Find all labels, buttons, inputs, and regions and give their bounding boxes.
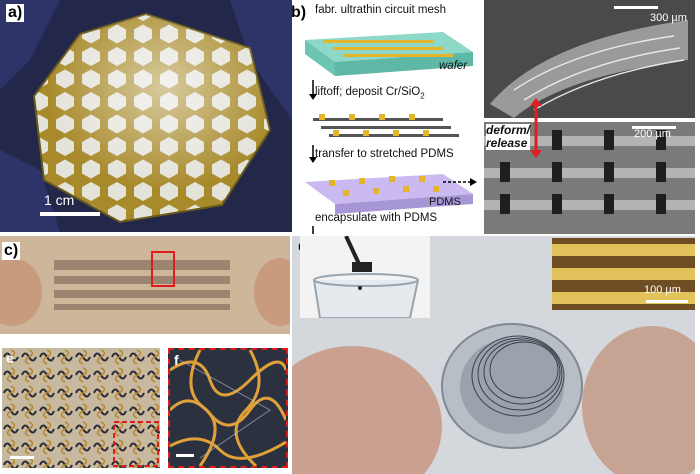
step-2-subscript: 2 (420, 91, 425, 101)
layer-wafer-label: wafer (439, 60, 468, 72)
step-2-main: liftoff; deposit Cr/SiO (315, 86, 421, 98)
panel-a-scale-label: 1 cm (44, 192, 75, 208)
panel-d-beaker-inset (300, 236, 430, 318)
deform-release-label: deform/ release (486, 123, 531, 150)
step-2-text: liftoff; deposit Cr/SiO2 (315, 86, 425, 100)
panel-f-photo: f (168, 348, 288, 468)
step-1-text: fabr. ultrathin circuit mesh (315, 4, 447, 16)
step-3-text: transfer to stretched PDMS (315, 148, 454, 160)
panel-c-label: c) (2, 242, 21, 260)
sem-top-scale-label: 300 µm (650, 12, 687, 24)
panel-a-photo: a) 1 cm (0, 0, 292, 232)
panel-b-label: b) (291, 4, 307, 21)
panel-b-schematic: b) fabr. ultrathin circuit mesh wafer li… (291, 0, 483, 236)
panel-e-label: e (6, 350, 14, 366)
panel-d-micrograph-inset: 100 µm (552, 238, 695, 310)
sem-image-top: 300 µm (484, 0, 695, 118)
layer-pdms-label: PDMS (429, 196, 461, 208)
panel-a-label: a) (6, 4, 25, 22)
sem-image-bottom: 200 µm (484, 122, 695, 234)
panel-e-photo: e (2, 348, 160, 468)
panel-c-photo: c) (0, 236, 290, 334)
step-4-text: encapsulate with PDMS (315, 212, 438, 224)
deform-release-arrow (530, 98, 542, 158)
panel-f-label: f (174, 352, 179, 368)
sem-bottom-scale-label: 200 µm (634, 128, 671, 140)
micrograph-scale-label: 100 µm (644, 284, 681, 296)
